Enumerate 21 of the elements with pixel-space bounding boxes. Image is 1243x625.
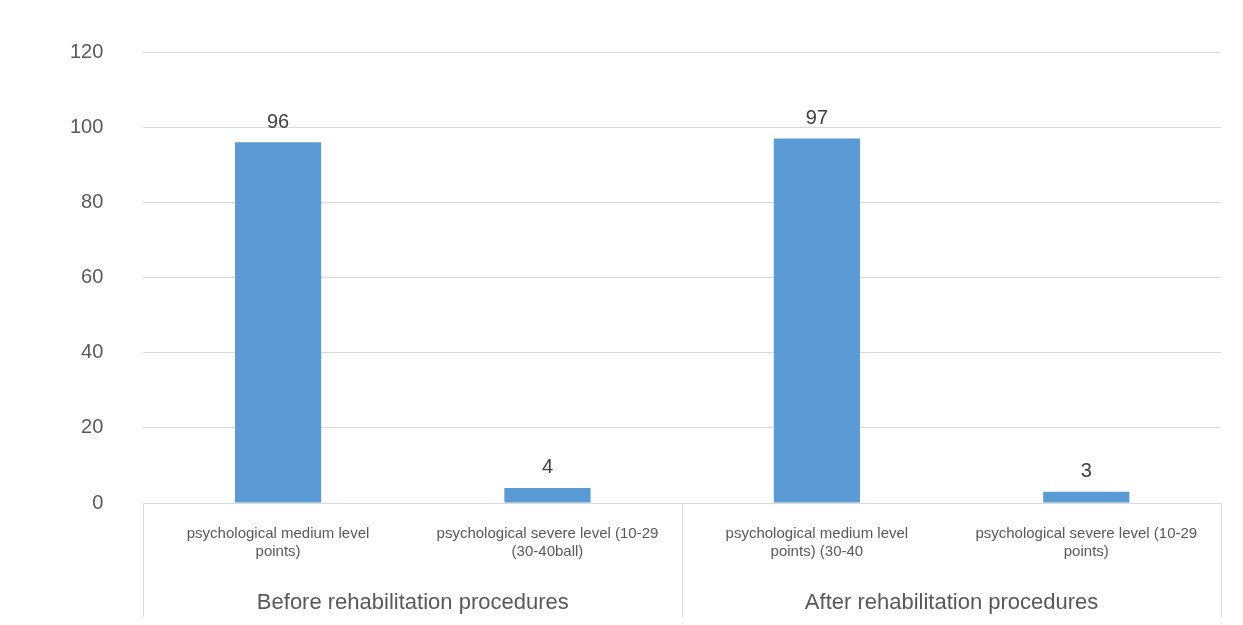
bar [504, 487, 591, 503]
data-label: 96 [266, 109, 290, 132]
data-label: 4 [541, 455, 554, 478]
text: After rehabilitation procedures [804, 589, 1099, 614]
y-tick-label: 120 [69, 39, 104, 62]
text: Before rehabilitation procedures [256, 589, 569, 614]
x-tick-label: psychological medium level points) (30-40 [725, 524, 909, 560]
bar [773, 138, 860, 503]
y-tick-label: 40 [81, 340, 104, 363]
y-tick-label: 100 [69, 114, 104, 137]
y-tick-label: 80 [81, 189, 104, 212]
y-tick-label: 60 [81, 265, 104, 288]
data-label: 97 [805, 105, 829, 128]
y-tick-label: 20 [81, 415, 104, 438]
x-tick-label: psychological severe level (10-29 (30-40ball) [436, 524, 659, 560]
x-tick-label: psychological medium level points) [186, 524, 370, 560]
y-tick-label: 0 [92, 490, 104, 513]
bar [1043, 491, 1130, 503]
data-label: 3 [1080, 459, 1092, 482]
bar [234, 142, 322, 503]
x-tick-label: psychological severe level (10-29 points) [975, 524, 1198, 560]
